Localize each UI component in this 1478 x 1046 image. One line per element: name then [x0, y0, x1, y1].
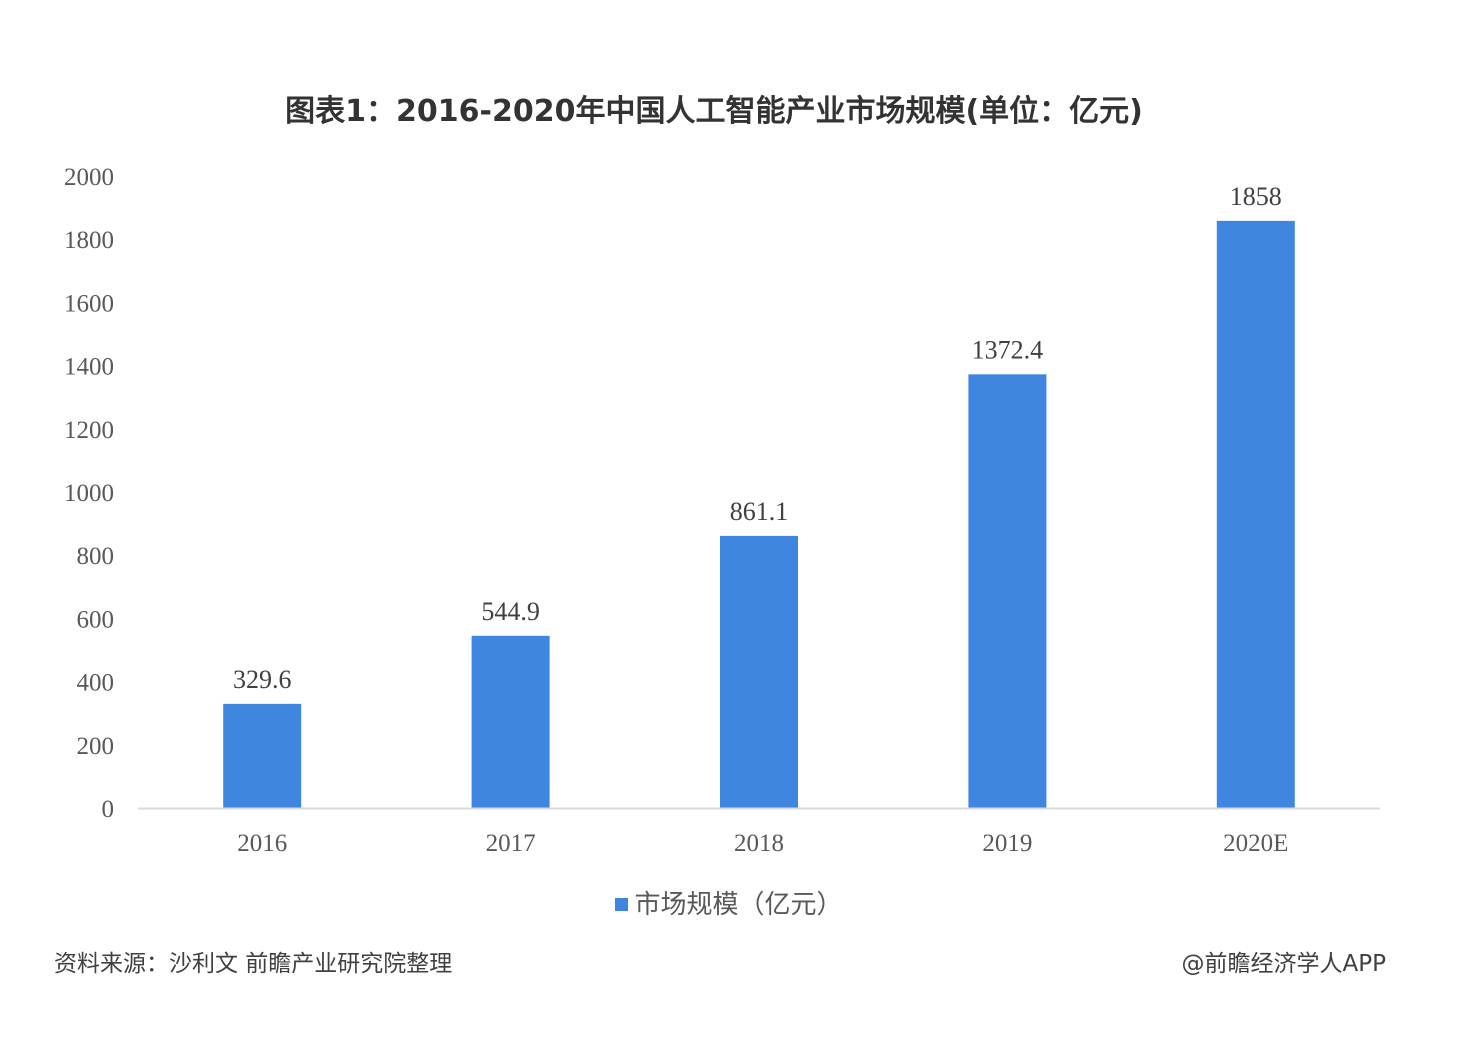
y-tick-label: 800	[77, 543, 115, 570]
bar-2020E	[1216, 220, 1295, 808]
credit-note: @前瞻经济学人APP	[1181, 951, 1386, 977]
y-tick-label: 200	[77, 733, 115, 760]
data-label-2016: 329.6	[233, 665, 292, 694]
y-tick-label: 600	[77, 606, 115, 633]
y-axis-ticks: 0 200 400 600 800 1000 1200 1400 1600 1800 2000	[64, 164, 114, 823]
legend-swatch	[615, 898, 629, 911]
y-tick-label: 2000	[64, 164, 114, 191]
data-labels: 329.6 544.9 861.1 1372.4 1858	[233, 182, 1282, 694]
bar-2017	[471, 635, 550, 808]
y-tick-label: 0	[102, 796, 115, 823]
data-label-2019: 1372.4	[972, 335, 1044, 364]
y-tick-label: 1800	[64, 227, 114, 254]
x-tick-label: 2016	[237, 830, 287, 857]
data-label-2020E: 1858	[1230, 182, 1282, 211]
y-tick-label: 1000	[64, 480, 114, 507]
y-tick-label: 1600	[64, 290, 114, 317]
x-tick-label: 2020E	[1223, 830, 1288, 857]
bar-2019	[968, 374, 1047, 808]
y-tick-label: 1200	[64, 417, 114, 444]
bar-2016	[223, 703, 302, 808]
source-note: 资料来源：沙利文 前瞻产业研究院整理	[54, 951, 453, 977]
data-label-2017: 544.9	[481, 597, 540, 626]
x-tick-label: 2018	[734, 830, 784, 857]
x-tick-label: 2017	[486, 830, 536, 857]
y-tick-label: 400	[77, 670, 115, 697]
legend-label: 市场规模（亿元）	[634, 890, 843, 920]
y-tick-label: 1400	[64, 354, 114, 381]
data-label-2018: 861.1	[730, 497, 789, 526]
x-axis-ticks: 2016 2017 2018 2019 2020E	[237, 830, 1288, 857]
legend: 市场规模（亿元）	[0, 884, 1458, 921]
bar-series	[223, 220, 1295, 808]
x-tick-label: 2019	[982, 830, 1032, 857]
bar-2018	[720, 535, 798, 808]
chart-title: 图表1：2016-2020年中国人工智能产业市场规模(单位：亿元)	[285, 94, 1143, 129]
